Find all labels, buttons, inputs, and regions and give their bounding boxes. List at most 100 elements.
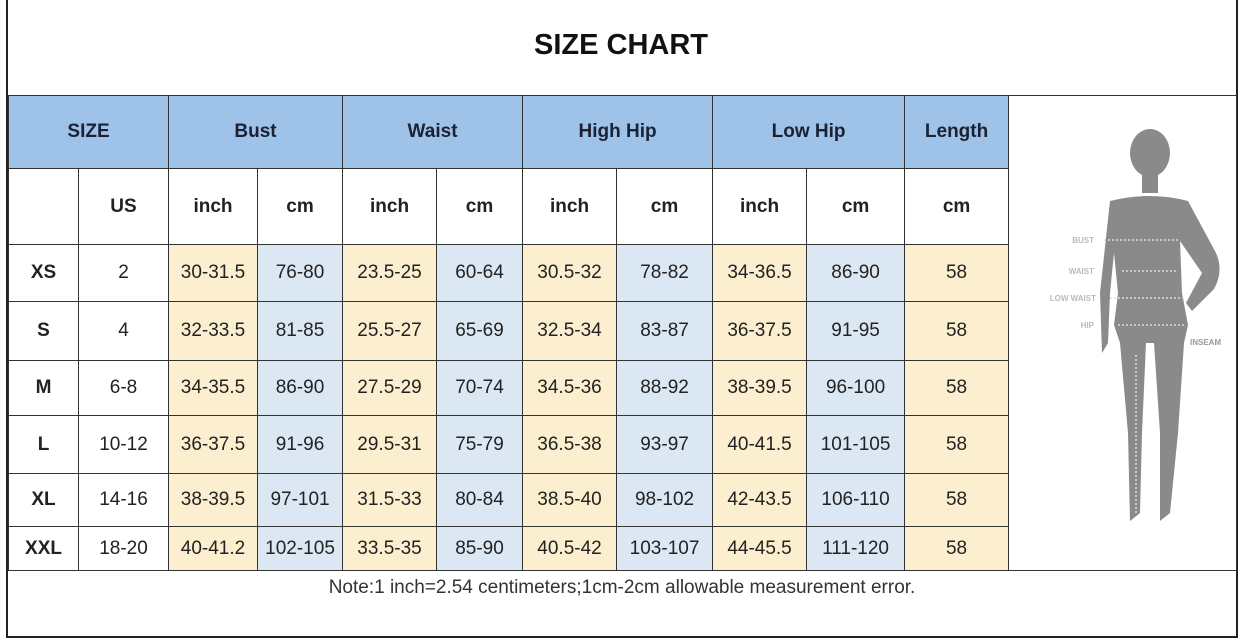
table-cell: XS bbox=[8, 244, 79, 302]
subheader-cell: cm bbox=[904, 168, 1010, 245]
label-bust: BUST bbox=[1072, 236, 1094, 245]
header-low-hip: Low Hip bbox=[712, 95, 906, 169]
table-row: XXL 18-20 40-41.2 102-105 33.5-35 85-90 40.5-4… bbox=[8, 526, 1237, 571]
table-cell: 98-102 bbox=[616, 473, 714, 527]
table-cell: 97-101 bbox=[257, 473, 344, 527]
table-cell: 78-82 bbox=[616, 244, 714, 302]
body-figure: BUST WAIST LOW WAIST HIP INSEAM bbox=[1008, 95, 1238, 571]
table-cell: 44-45.5 bbox=[712, 526, 808, 571]
table-cell: 86-90 bbox=[806, 244, 906, 302]
table-cell: 76-80 bbox=[257, 244, 344, 302]
size-table: SIZE Bust Waist High Hip Low Hip Length … bbox=[7, 95, 1238, 571]
page-title: SIZE CHART bbox=[534, 29, 708, 61]
header-row: SIZE Bust Waist High Hip Low Hip Length … bbox=[7, 95, 1238, 571]
table-row: S 4 32-33.5 81-85 25.5-27 65-69 32.5-34 83-87 36… bbox=[8, 301, 1237, 361]
subheader-cell: cm bbox=[806, 168, 906, 245]
table-cell: 34-36.5 bbox=[712, 244, 808, 302]
table-cell: 40.5-42 bbox=[522, 526, 618, 571]
subheader-cell: inch bbox=[168, 168, 259, 245]
table-cell: 10-12 bbox=[77, 415, 170, 474]
table-cell: 58 bbox=[904, 301, 1010, 361]
body-silhouette-icon: BUST WAIST LOW WAIST HIP INSEAM bbox=[1049, 129, 1221, 521]
table-cell: 58 bbox=[904, 360, 1010, 416]
subheader-cell: inch bbox=[522, 168, 618, 245]
table-cell: 103-107 bbox=[616, 526, 714, 571]
table-cell: 36.5-38 bbox=[522, 415, 618, 474]
table-cell: 101-105 bbox=[806, 415, 906, 474]
table-cell: 65-69 bbox=[436, 301, 524, 361]
label-hip: HIP bbox=[1080, 321, 1094, 330]
table-cell: XXL bbox=[8, 526, 79, 571]
table-row: XL 14-16 38-39.5 97-101 31.5-33 80-84 38.5-40 9… bbox=[8, 473, 1237, 527]
table-cell: L bbox=[8, 415, 79, 474]
table-cell: 58 bbox=[904, 473, 1010, 527]
table-cell: 81-85 bbox=[257, 301, 344, 361]
table-cell: 36-37.5 bbox=[712, 301, 808, 361]
table-cell: 102-105 bbox=[257, 526, 344, 571]
table-cell: 32.5-34 bbox=[522, 301, 618, 361]
table-cell: 34-35.5 bbox=[168, 360, 259, 416]
table-cell: 85-90 bbox=[436, 526, 524, 571]
table-cell: 91-96 bbox=[257, 415, 344, 474]
header-high-hip: High Hip bbox=[522, 95, 714, 169]
table-cell: 106-110 bbox=[806, 473, 906, 527]
table-cell: 58 bbox=[904, 526, 1010, 571]
label-low-waist: LOW WAIST bbox=[1049, 294, 1095, 303]
table-cell: 80-84 bbox=[436, 473, 524, 527]
table-cell: 6-8 bbox=[77, 360, 170, 416]
table-cell: 58 bbox=[904, 244, 1010, 302]
subheader-cell: US bbox=[77, 168, 170, 245]
table-cell: 83-87 bbox=[616, 301, 714, 361]
label-inseam: INSEAM bbox=[1190, 338, 1221, 347]
table-cell: 30.5-32 bbox=[522, 244, 618, 302]
subheader-cell: cm bbox=[616, 168, 714, 245]
table-cell: 36-37.5 bbox=[168, 415, 259, 474]
table-cell: 86-90 bbox=[257, 360, 344, 416]
table-cell: 40-41.2 bbox=[168, 526, 259, 571]
table-cell: 38-39.5 bbox=[712, 360, 808, 416]
header-bust: Bust bbox=[168, 95, 344, 169]
table-cell: 2 bbox=[77, 244, 170, 302]
subheader-row: US inch cm inch cm inch cm inch cm cm bbox=[8, 168, 1237, 245]
subheader-cell: cm bbox=[257, 168, 344, 245]
table-cell: 32-33.5 bbox=[168, 301, 259, 361]
table-cell: 60-64 bbox=[436, 244, 524, 302]
table-cell: 4 bbox=[77, 301, 170, 361]
table-cell: 91-95 bbox=[806, 301, 906, 361]
header-length: Length bbox=[904, 95, 1010, 169]
label-waist: WAIST bbox=[1068, 267, 1093, 276]
table-cell: 25.5-27 bbox=[342, 301, 438, 361]
table-cell: 31.5-33 bbox=[342, 473, 438, 527]
table-cell: S bbox=[8, 301, 79, 361]
table-cell: 93-97 bbox=[616, 415, 714, 474]
table-cell: 30-31.5 bbox=[168, 244, 259, 302]
table-cell: 42-43.5 bbox=[712, 473, 808, 527]
header-size: SIZE bbox=[7, 95, 170, 169]
table-cell: 33.5-35 bbox=[342, 526, 438, 571]
subheader-cell bbox=[8, 168, 79, 245]
table-cell: 111-120 bbox=[806, 526, 906, 571]
table-row: XS 2 30-31.5 76-80 23.5-25 60-64 30.5-32 78-82 3… bbox=[8, 244, 1237, 302]
table-cell: 14-16 bbox=[77, 473, 170, 527]
table-cell: 27.5-29 bbox=[342, 360, 438, 416]
table-cell: 70-74 bbox=[436, 360, 524, 416]
table-row: L 10-12 36-37.5 91-96 29.5-31 75-79 36.5-38 93-… bbox=[8, 415, 1237, 474]
subheader-cell: inch bbox=[712, 168, 808, 245]
table-cell: 88-92 bbox=[616, 360, 714, 416]
table-cell: 23.5-25 bbox=[342, 244, 438, 302]
header-waist: Waist bbox=[342, 95, 524, 169]
table-cell: 58 bbox=[904, 415, 1010, 474]
table-cell: M bbox=[8, 360, 79, 416]
subheader-cell: inch bbox=[342, 168, 438, 245]
table-wrapper: SIZE Bust Waist High Hip Low Hip Length … bbox=[7, 95, 1238, 599]
subheader-cell: cm bbox=[436, 168, 524, 245]
table-row: M 6-8 34-35.5 86-90 27.5-29 70-74 34.5-36 88-92… bbox=[8, 360, 1237, 416]
table-cell: 38-39.5 bbox=[168, 473, 259, 527]
table-cell: 34.5-36 bbox=[522, 360, 618, 416]
table-cell: XL bbox=[8, 473, 79, 527]
table-cell: 29.5-31 bbox=[342, 415, 438, 474]
measurement-note: Note:1 inch=2.54 centimeters;1cm-2cm all… bbox=[328, 577, 916, 598]
table-cell: 96-100 bbox=[806, 360, 906, 416]
table-cell: 18-20 bbox=[77, 526, 170, 571]
table-cell: 40-41.5 bbox=[712, 415, 808, 474]
